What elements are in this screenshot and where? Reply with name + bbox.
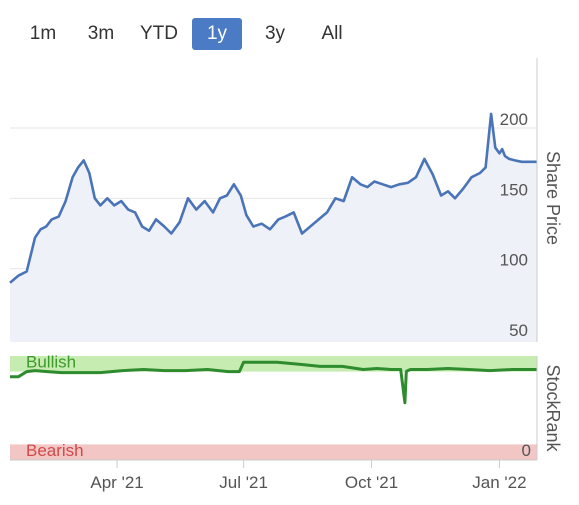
rank-tick-labels: 0 xyxy=(522,441,531,460)
rank-zone-label: Bearish xyxy=(26,441,84,460)
rank-zones: Bullish Bearish xyxy=(10,353,537,460)
range-button-3y[interactable]: 3y xyxy=(264,23,286,44)
rank-zone-bearish xyxy=(10,444,537,460)
price-line-series xyxy=(9,112,537,284)
rank-zone-label: Bullish xyxy=(26,353,76,372)
price-axis-title: Share Price xyxy=(543,151,563,245)
range-button-ytd[interactable]: YTD xyxy=(140,23,178,44)
price-panel: 50 100 150 200 Share Price xyxy=(9,58,563,343)
rank-zone-bullish xyxy=(10,356,537,372)
stockrank-panel: Bullish Bearish 0 StockRank xyxy=(10,353,563,460)
stockrank-line-series xyxy=(10,360,537,405)
x-tick-label: Jan '22 xyxy=(472,473,526,492)
range-button-all[interactable]: All xyxy=(321,23,343,44)
price-tick-label: 200 xyxy=(500,110,528,129)
price-tick-label: 50 xyxy=(509,321,528,340)
range-button-1m[interactable]: 1m xyxy=(29,23,57,44)
rank-tick-label: 0 xyxy=(522,441,531,460)
x-tick-label: Apr '21 xyxy=(90,473,143,492)
stockrank-axis-title: StockRank xyxy=(543,364,563,452)
x-tick-label: Jul '21 xyxy=(219,473,268,492)
price-tick-labels: 50 100 150 200 xyxy=(500,110,528,340)
x-axis: Apr '21 Jul '21 Oct '21 Jan '22 xyxy=(10,459,537,492)
price-area-fill xyxy=(10,113,537,343)
range-button-1y[interactable]: 1y xyxy=(192,18,242,50)
price-tick-label: 150 xyxy=(500,180,528,199)
x-tick-label: Oct '21 xyxy=(345,473,398,492)
price-tick-label: 100 xyxy=(500,251,528,270)
range-button-3m[interactable]: 3m xyxy=(87,23,115,44)
